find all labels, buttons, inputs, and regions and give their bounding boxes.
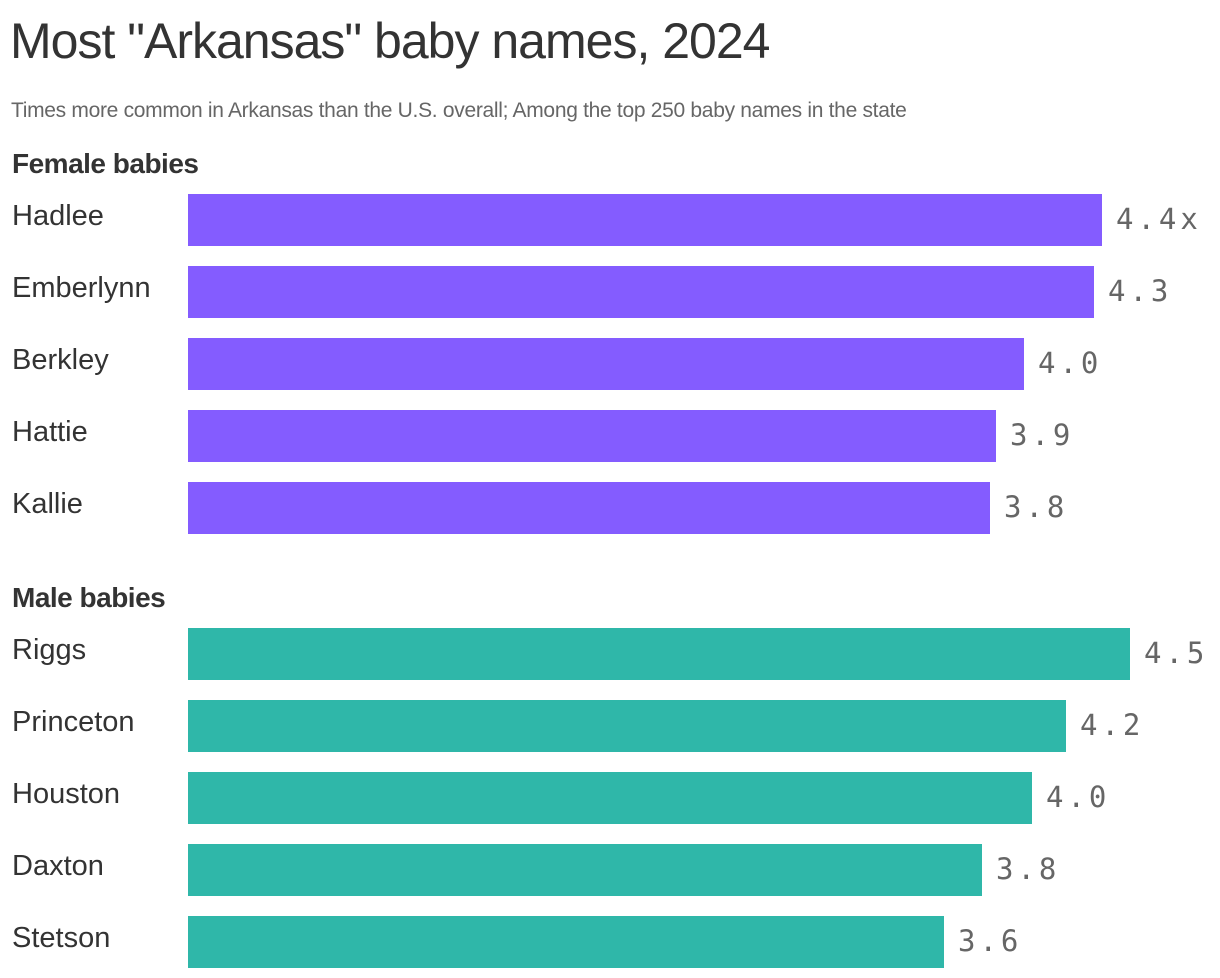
bar-row: Hadlee 4.4x xyxy=(0,194,1220,246)
bar xyxy=(188,916,944,968)
bar-value-label: 4.0 xyxy=(1038,346,1103,380)
bar xyxy=(188,410,996,462)
bar-value-label: 4.5 xyxy=(1144,636,1209,670)
bar-row: Kallie 3.8 xyxy=(0,482,1220,534)
bar-label: Emberlynn xyxy=(12,272,151,304)
bar-label: Riggs xyxy=(12,634,87,666)
bar xyxy=(188,700,1066,752)
bar-value-label: 4.3 xyxy=(1108,274,1173,308)
bar xyxy=(188,628,1130,680)
bar-row: Berkley 4.0 xyxy=(0,338,1220,390)
chart-subtitle: Times more common in Arkansas than the U… xyxy=(11,99,907,122)
bar-row: Stetson 3.6 xyxy=(0,916,1220,968)
bar-label: Kallie xyxy=(12,488,83,520)
bar-value-label: 4.0 xyxy=(1046,780,1111,814)
bar-label: Berkley xyxy=(12,344,109,376)
bar-row: Princeton 4.2 xyxy=(0,700,1220,752)
bar xyxy=(188,266,1094,318)
bar-value-label: 3.8 xyxy=(1004,490,1069,524)
bar-row: Emberlynn 4.3 xyxy=(0,266,1220,318)
bar-value-label: 3.8 xyxy=(996,852,1061,886)
bar-label: Stetson xyxy=(12,922,111,954)
bar-label: Daxton xyxy=(12,850,104,882)
chart-title: Most "Arkansas" baby names, 2024 xyxy=(10,13,770,69)
bar-value-label: 3.6 xyxy=(958,924,1023,958)
bar-value-label: 4.2 xyxy=(1080,708,1145,742)
bar-label: Princeton xyxy=(12,706,135,738)
bar xyxy=(188,194,1102,246)
bar-row: Daxton 3.8 xyxy=(0,844,1220,896)
bar-label: Houston xyxy=(12,778,121,810)
bar-value-label: 4.4x xyxy=(1116,202,1202,236)
section-title-male: Male babies xyxy=(12,582,166,613)
bar xyxy=(188,844,982,896)
bar-label: Hattie xyxy=(12,416,88,448)
bar xyxy=(188,338,1024,390)
bar-value-label: 3.9 xyxy=(1010,418,1075,452)
bar xyxy=(188,772,1032,824)
section-title-female: Female babies xyxy=(12,148,199,179)
bar-row: Houston 4.0 xyxy=(0,772,1220,824)
bar-row: Riggs 4.5 xyxy=(0,628,1220,680)
bar xyxy=(188,482,990,534)
bar-label: Hadlee xyxy=(12,200,104,232)
bar-row: Hattie 3.9 xyxy=(0,410,1220,462)
